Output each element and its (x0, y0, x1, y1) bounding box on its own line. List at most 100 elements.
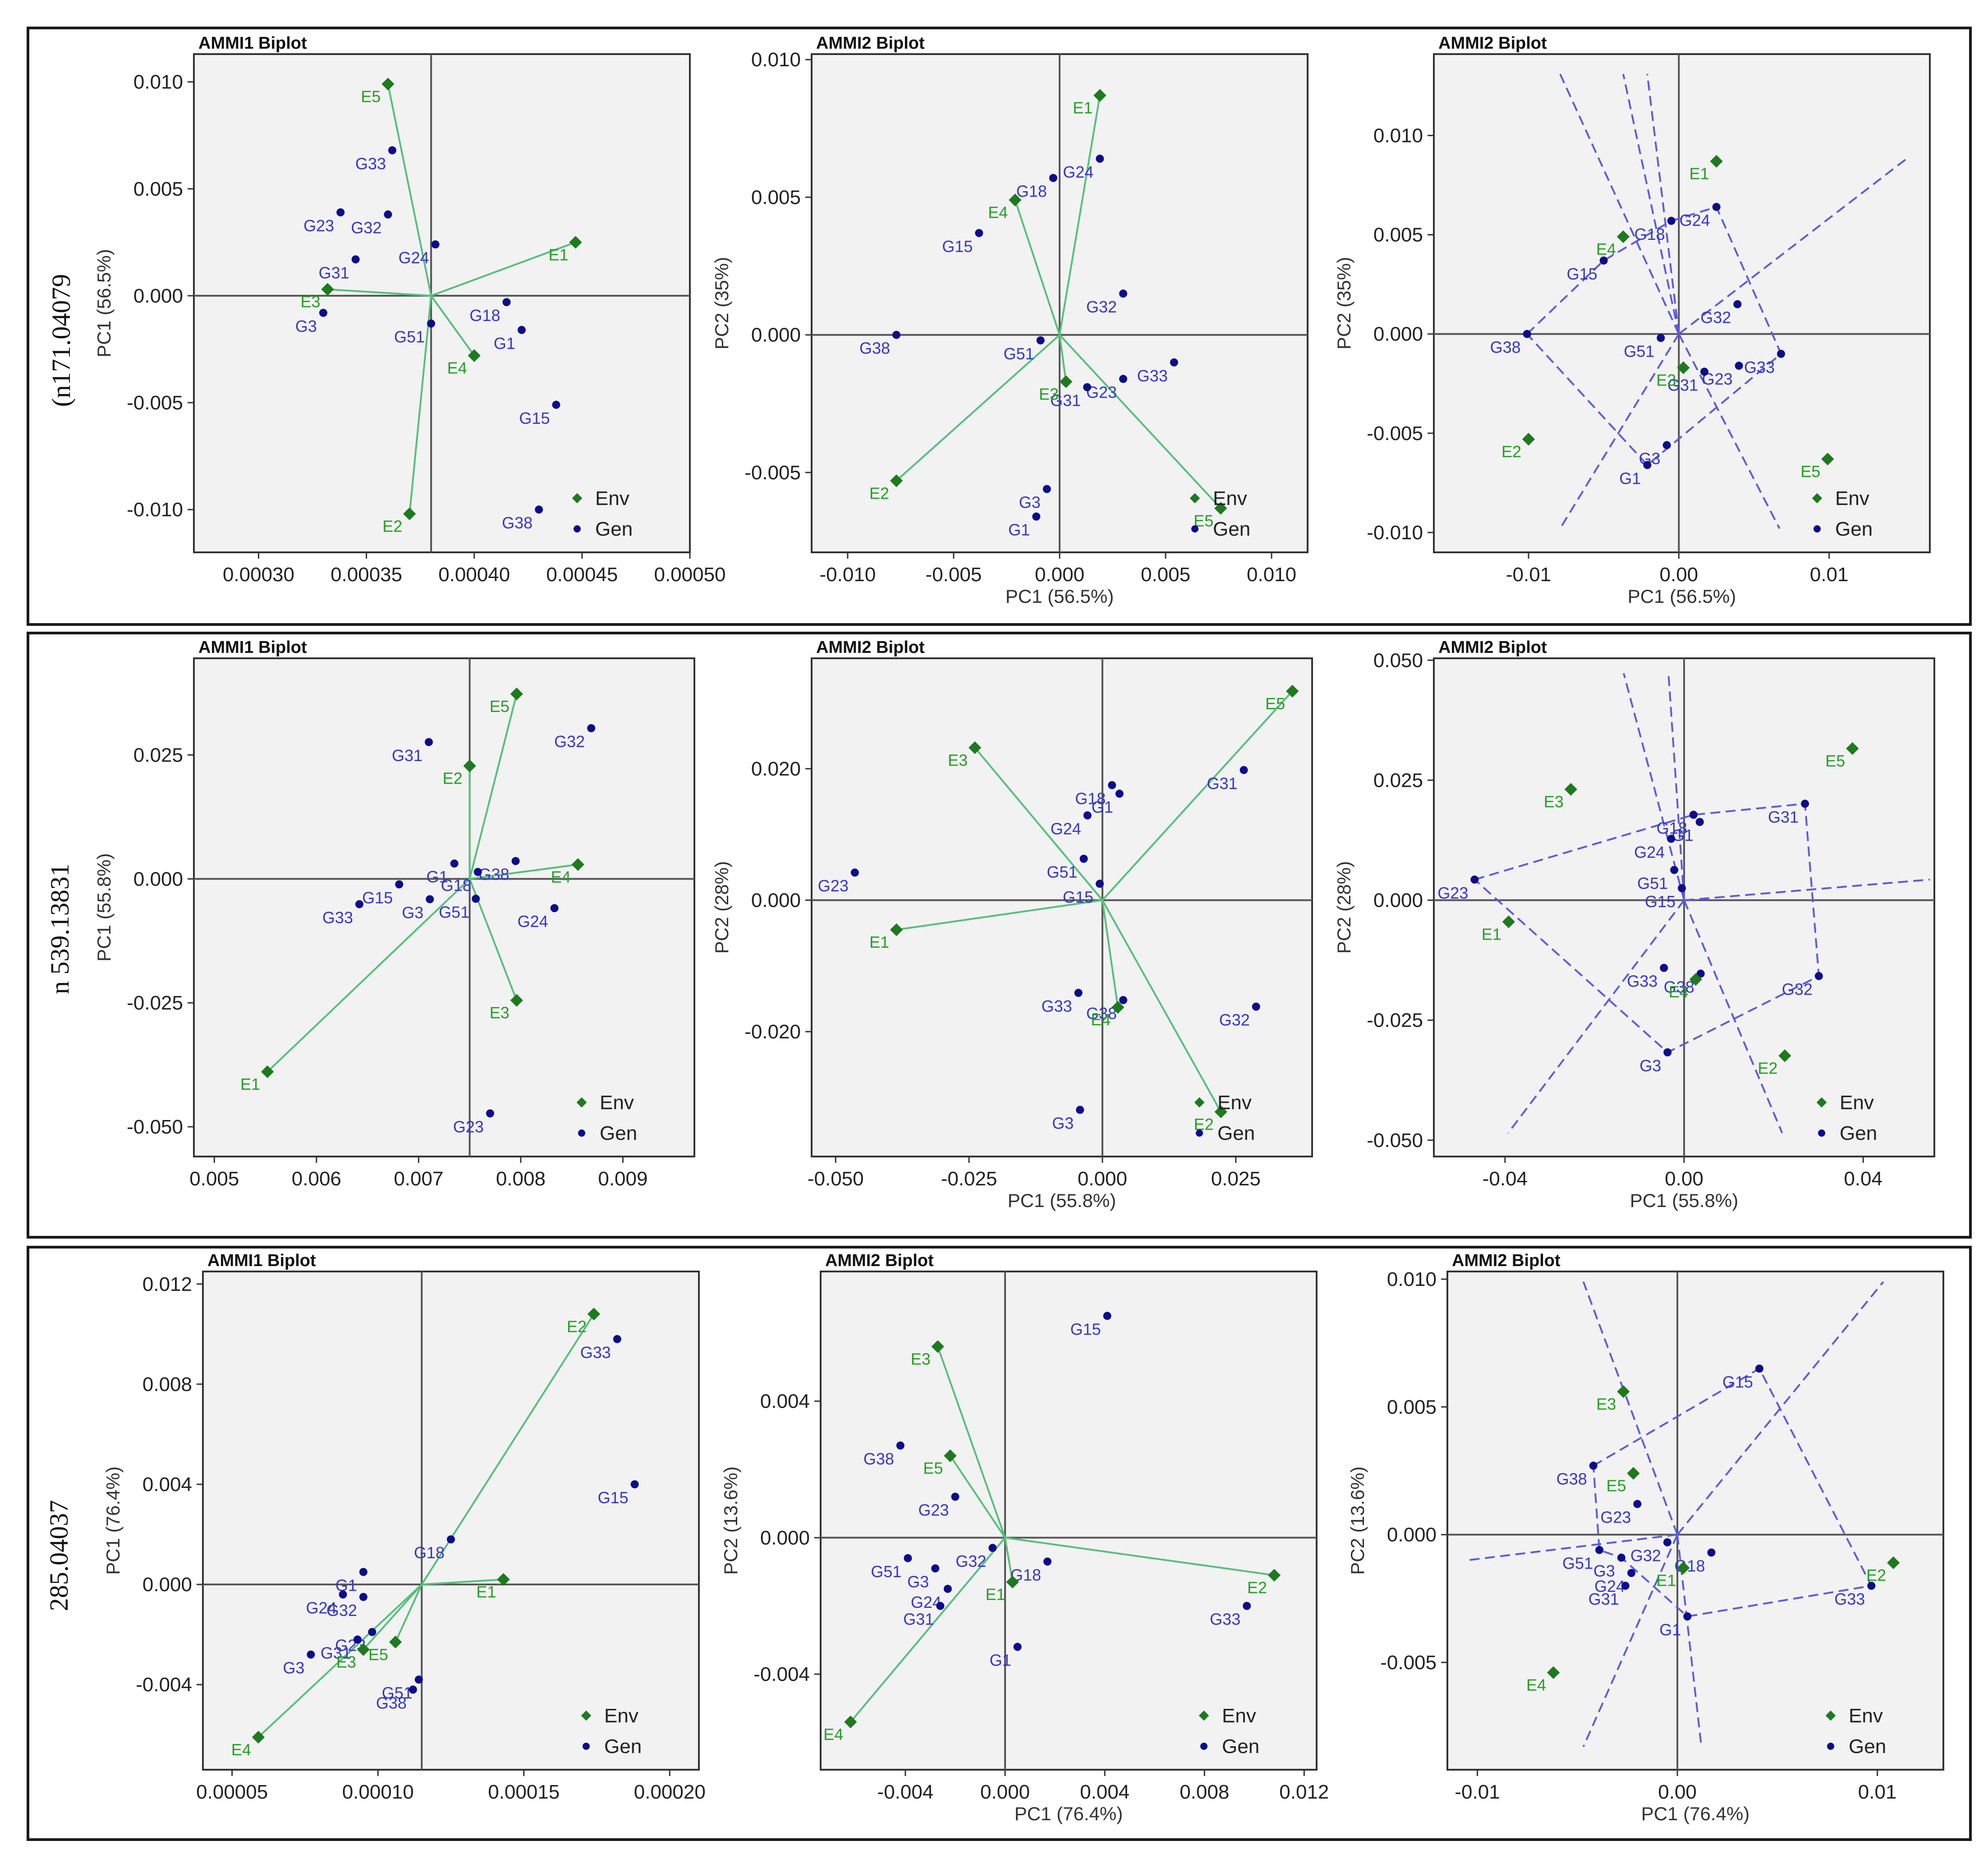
gen-label-g38: G38 (859, 339, 890, 358)
gen-point-g24 (431, 240, 440, 249)
gen-point-g3 (931, 1564, 940, 1573)
gen-label-g31: G31 (903, 1610, 934, 1629)
y-tick-label: 0.000 (751, 324, 801, 346)
gen-point-g24 (1667, 835, 1676, 843)
legend-env-label: Env (1835, 487, 1869, 510)
env-point-e1 (569, 236, 582, 249)
legend-env-marker (1198, 1710, 1209, 1721)
gen-label-g32: G32 (351, 219, 381, 237)
gen-label-g32: G32 (554, 732, 585, 751)
gen-point-g18 (473, 868, 482, 876)
gen-label-g31: G31 (392, 746, 422, 765)
gen-label-g3: G3 (1639, 1056, 1661, 1075)
gen-label-g3: G3 (1593, 1562, 1615, 1580)
gen-label-g23: G23 (1600, 1508, 1631, 1527)
gen-label-g31: G31 (319, 263, 349, 282)
gen-point-g33 (1660, 964, 1668, 972)
y-tick-label: -0.005 (1380, 1652, 1437, 1674)
legend-gen-marker (583, 1743, 590, 1750)
env-point-e2 (1778, 1049, 1791, 1062)
env-point-e3 (321, 283, 334, 296)
env-label-e3: E3 (300, 293, 320, 311)
env-point-e5 (1214, 502, 1227, 515)
env-point-e4 (1111, 1001, 1125, 1014)
x-axis-label: PC1 (55.8%) (1630, 1190, 1738, 1211)
x-tick-label: 0.00010 (342, 1781, 414, 1803)
legend-env-marker (1189, 493, 1200, 504)
gen-label-g15: G15 (942, 237, 973, 256)
vector-e5 (1059, 334, 1221, 509)
gen-point-g23 (336, 208, 345, 216)
vector-e3 (1059, 335, 1067, 382)
env-label-e2: E2 (443, 769, 463, 788)
gen-point-g31 (936, 1602, 945, 1610)
env-label-e1: E1 (869, 933, 889, 951)
gen-label-g15: G15 (598, 1488, 629, 1507)
env-point-e3 (510, 994, 523, 1007)
gen-point-g38 (511, 857, 520, 865)
env-label-e2: E2 (1866, 1566, 1886, 1584)
y-tick-label: -0.020 (744, 1021, 801, 1043)
row-frame-2 (27, 632, 1972, 1239)
env-label-e4: E4 (551, 868, 571, 886)
env-label-e3: E3 (336, 1652, 356, 1671)
gen-label-g3: G3 (907, 1572, 929, 1591)
legend-gen-label: Gen (1217, 1122, 1255, 1144)
gen-label-g33: G33 (1137, 367, 1168, 385)
gen-label-g38: G38 (502, 514, 533, 532)
vector-e4 (1101, 900, 1119, 1008)
gen-label-g51: G51 (394, 328, 425, 346)
gen-point-g24 (1083, 811, 1092, 820)
gen-label-g33: G33 (580, 1343, 611, 1362)
legend-gen-marker (1827, 1743, 1834, 1750)
vector-e4 (849, 1537, 1006, 1723)
legend-env-label: Env (1840, 1092, 1874, 1114)
plot-inner: G24 G18 G15 G32 G38 G51 G33 G23 G31 G3 G1 E1 E4 E3 E2 E… (812, 54, 1308, 552)
gen-point-g31 (425, 738, 433, 746)
vector-e2 (1005, 1537, 1275, 1576)
gen-label-g1: G1 (427, 868, 448, 886)
gen-point-g32 (587, 724, 596, 733)
env-point-e5 (389, 1635, 402, 1648)
gen-label-g31: G31 (1768, 808, 1799, 826)
gen-label-g31: G31 (1207, 774, 1237, 793)
y-tick-label: 0.012 (142, 1273, 192, 1295)
legend-env-label: Env (1217, 1092, 1252, 1114)
x-tick-label: 0.00020 (634, 1781, 706, 1803)
gen-label-g15: G15 (1722, 1372, 1753, 1391)
gen-point-g38 (1119, 996, 1128, 1005)
env-label-e2: E2 (382, 517, 402, 536)
gen-label-g18: G18 (414, 1543, 445, 1562)
legend-env-label: Env (600, 1092, 634, 1114)
gen-point-g23 (486, 1109, 494, 1118)
x-tick-label: 0.000 (1078, 1168, 1127, 1190)
legend-gen-marker (1191, 525, 1198, 532)
gen-point-g18 (1689, 811, 1698, 819)
vector-e5 (395, 1584, 423, 1643)
y-tick-label: -0.025 (1367, 1010, 1423, 1032)
env-point-e3 (931, 1340, 944, 1353)
panel-title: AMMI1 Biplot (198, 638, 307, 657)
gen-point-g33 (355, 900, 363, 909)
x-tick-label: -0.025 (941, 1168, 997, 1190)
gen-label-g23: G23 (818, 877, 849, 895)
env-label-e4: E4 (1669, 982, 1689, 1001)
env-label-e5: E5 (490, 697, 510, 716)
y-tick-label: 0.005 (751, 186, 801, 208)
x-tick-label: 0.00030 (223, 564, 294, 586)
gen-label-g51: G51 (1637, 874, 1668, 892)
gen-label-g32: G32 (1700, 308, 1731, 327)
legend-gen-label: Gen (1222, 1735, 1259, 1758)
x-tick-label: -0.01 (1506, 564, 1551, 586)
gen-point-g18 (447, 1535, 455, 1544)
x-tick-label: 0.00 (1658, 1781, 1697, 1803)
vector-e1 (1059, 95, 1101, 335)
gen-label-g1: G1 (990, 1651, 1011, 1670)
gen-label-g31: G31 (1589, 1590, 1619, 1608)
gen-label-g51: G51 (1624, 342, 1654, 361)
y-tick-label: 0.000 (1387, 1524, 1437, 1546)
x-tick-label: 0.04 (1844, 1168, 1882, 1190)
